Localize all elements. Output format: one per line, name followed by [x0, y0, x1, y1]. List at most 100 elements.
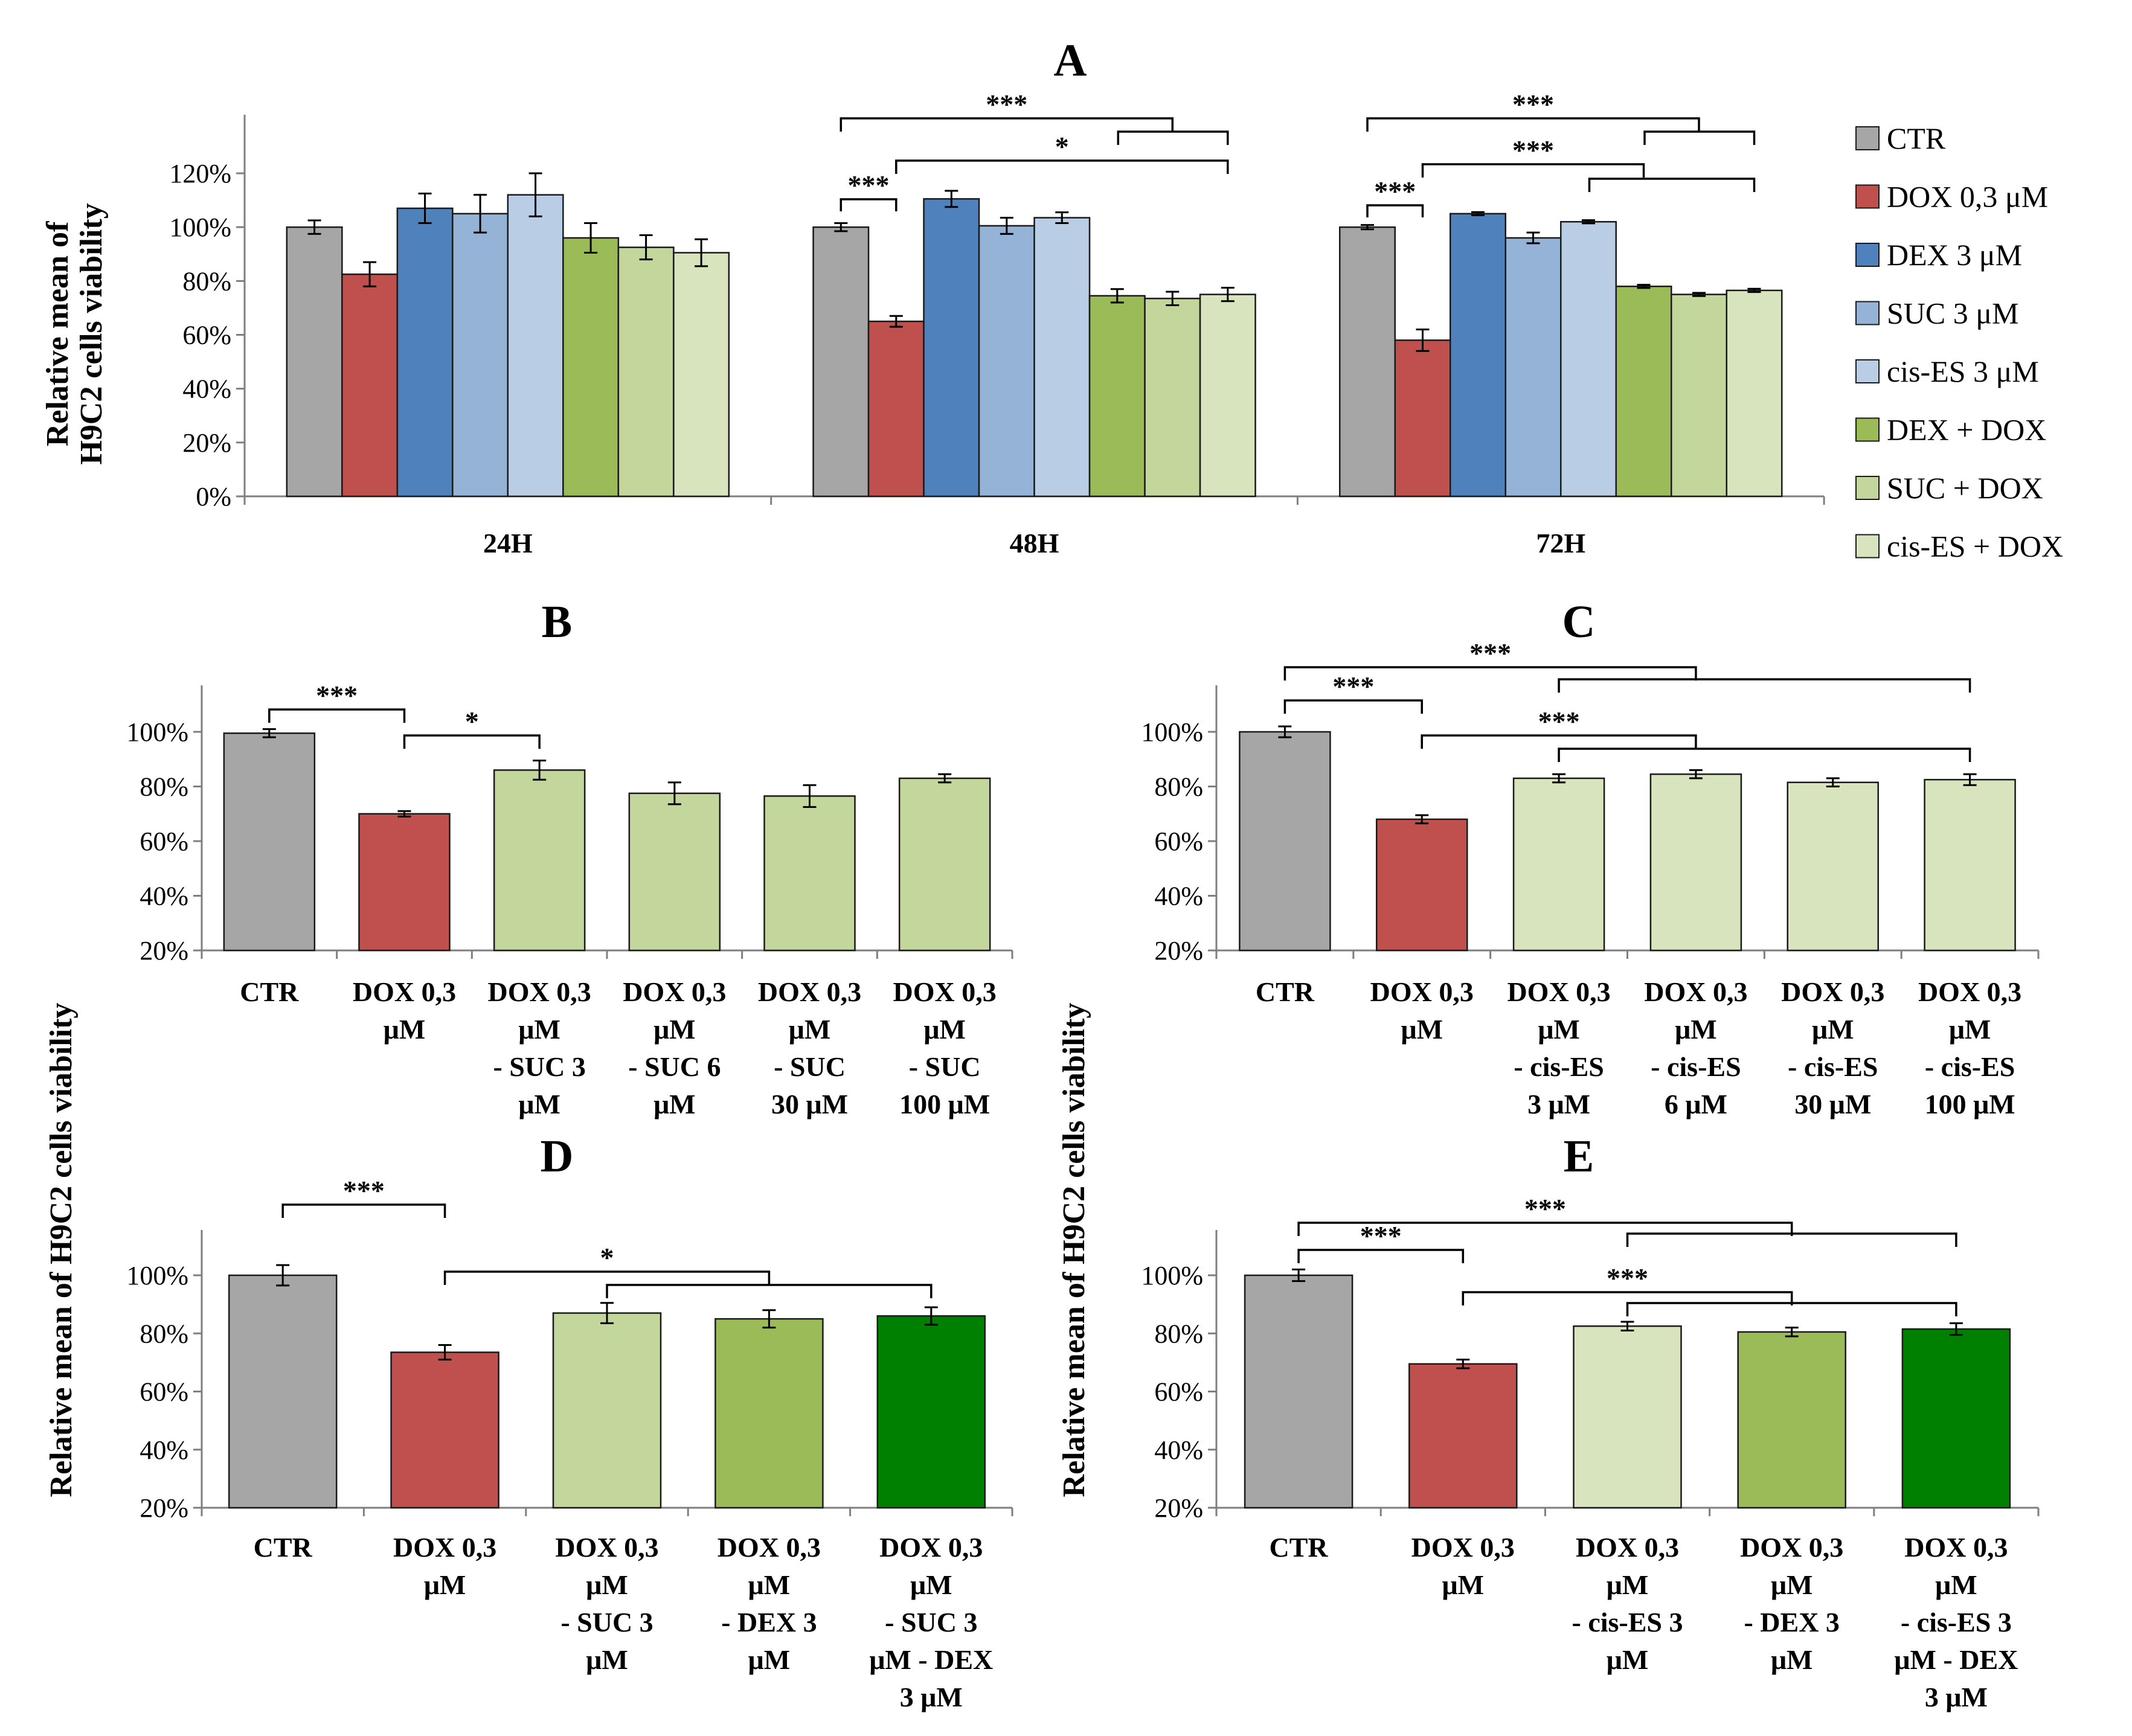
- significance-bracket: [1588, 178, 1756, 192]
- x-category-label: μM: [1607, 1644, 1649, 1675]
- panel-title: E: [1564, 1131, 1594, 1182]
- significance-bracket: [1297, 1249, 1465, 1263]
- bar: [1737, 1331, 1846, 1509]
- bar: [1408, 1363, 1518, 1509]
- significance-label: ***: [848, 170, 890, 200]
- bar: [673, 252, 730, 498]
- significance-bracket: [281, 1203, 446, 1218]
- legend-swatch: [1855, 301, 1880, 325]
- bar: [493, 769, 586, 952]
- bar: [1512, 777, 1605, 952]
- x-category-label: μM - DEX: [1894, 1644, 2018, 1675]
- x-category-label: μM - DEX: [869, 1644, 993, 1675]
- x-category-label: DOX 0,3: [1411, 1532, 1515, 1563]
- bar: [552, 1312, 662, 1509]
- y-axis-title: Relative mean of H9C2 cells viability: [44, 1003, 79, 1497]
- x-category-label: 3 μM: [1527, 1089, 1590, 1119]
- significance-label: ***: [343, 1175, 385, 1206]
- bar: [1033, 217, 1091, 498]
- x-category-label: μM: [1771, 1644, 1813, 1675]
- x-category-label: μM: [586, 1569, 628, 1600]
- x-category-label: μM: [653, 1014, 696, 1045]
- bar: [1615, 286, 1672, 498]
- y-tick-label: 40%: [1154, 882, 1203, 911]
- x-category-label: DOX 0,3: [393, 1532, 496, 1563]
- x-category-label: CTR: [254, 1532, 313, 1563]
- panel-c: C 20% 40% 60% 80% 100% CTR DOX 0,3 μM DOX 0,3 μM - …: [1141, 597, 2040, 1119]
- x-category-label: 48H: [1010, 528, 1059, 559]
- significance-label: ***: [1360, 1220, 1402, 1251]
- significance-bracket: [268, 708, 406, 723]
- bar: [396, 207, 454, 498]
- significance-bracket: [840, 117, 1174, 132]
- x-category-label: - cis-ES: [1925, 1051, 2015, 1082]
- y-tick-label: 100%: [126, 717, 188, 747]
- y-tick-label: 0%: [196, 482, 231, 511]
- bar: [1394, 339, 1451, 498]
- x-category-label: μM: [748, 1644, 791, 1675]
- x-category-label: μM: [910, 1569, 952, 1600]
- x-category-label: CTR: [240, 976, 299, 1007]
- bar: [1787, 781, 1879, 952]
- y-tick-label: 100%: [126, 1261, 188, 1290]
- legend-label: CTR: [1887, 121, 1946, 155]
- bar: [763, 795, 856, 952]
- bar: [978, 225, 1035, 498]
- x-category-label: DOX 0,3: [1644, 976, 1747, 1007]
- bar: [628, 792, 721, 952]
- x-category-label: μM: [1607, 1569, 1649, 1600]
- y-tick-label: 40%: [140, 882, 188, 911]
- significance-bracket: [1626, 1302, 1957, 1316]
- y-tick-label: 100%: [1141, 717, 1203, 747]
- x-category-label: DOX 0,3: [879, 1532, 983, 1563]
- y-tick-label: 80%: [1154, 772, 1203, 802]
- y-tick-label: 60%: [1154, 1377, 1203, 1407]
- significance-label: ***: [316, 680, 358, 711]
- x-category-label: 3 μM: [900, 1682, 963, 1712]
- x-category-label: DOX 0,3: [1781, 976, 1884, 1007]
- bar: [1573, 1325, 1682, 1509]
- y-tick-label: 80%: [140, 1319, 188, 1348]
- bar: [390, 1351, 499, 1509]
- x-category-label: μM: [1401, 1014, 1443, 1045]
- bar: [867, 320, 925, 498]
- significance-bracket: [1117, 130, 1229, 145]
- significance-bracket: [1283, 666, 1697, 681]
- significance-label: ***: [1332, 671, 1374, 702]
- significance-label: ***: [986, 89, 1027, 120]
- y-tick-label: 80%: [182, 266, 231, 296]
- significance-label: ***: [1538, 706, 1580, 737]
- legend-label: SUC + DOX: [1887, 471, 2043, 505]
- significance-label: ***: [1512, 89, 1554, 120]
- x-category-label: 72H: [1536, 528, 1585, 559]
- legend-swatch: [1855, 184, 1880, 209]
- significance-bracket: [1283, 699, 1423, 714]
- x-category-label: 100 μM: [899, 1089, 990, 1119]
- bar: [1649, 773, 1742, 952]
- x-category-label: - cis-ES: [1651, 1051, 1741, 1082]
- x-category-label: DOX 0,3: [1918, 976, 2021, 1007]
- significance-bracket: [1558, 748, 1971, 762]
- y-tick-label: 120%: [169, 159, 231, 188]
- x-category-label: 30 μM: [771, 1089, 848, 1119]
- y-axis-title: Relative mean of H9C2 cells viability: [1057, 1003, 1091, 1497]
- x-category-label: - SUC 3: [885, 1607, 977, 1638]
- x-category-label: μM: [1675, 1014, 1717, 1045]
- shared-y-axis-title: Relative mean of H9C2 cells viability: [1057, 1003, 1091, 1497]
- legend-swatch: [1855, 417, 1880, 442]
- significance-bracket: [1421, 163, 1645, 178]
- legend-label: cis-ES 3 μM: [1887, 354, 2039, 388]
- bar: [1901, 1328, 2011, 1509]
- legend-swatch: [1855, 534, 1880, 559]
- y-tick-label: 60%: [182, 321, 231, 350]
- bar: [1504, 237, 1562, 498]
- bar: [1244, 1274, 1353, 1509]
- bar: [1376, 818, 1468, 952]
- x-category-label: 100 μM: [1925, 1089, 2015, 1119]
- bar: [1450, 213, 1506, 498]
- x-category-label: μM: [518, 1089, 560, 1119]
- bar: [1088, 295, 1146, 498]
- bar: [223, 732, 316, 952]
- y-tick-label: 60%: [140, 1377, 188, 1407]
- y-tick-label: 40%: [1154, 1435, 1203, 1465]
